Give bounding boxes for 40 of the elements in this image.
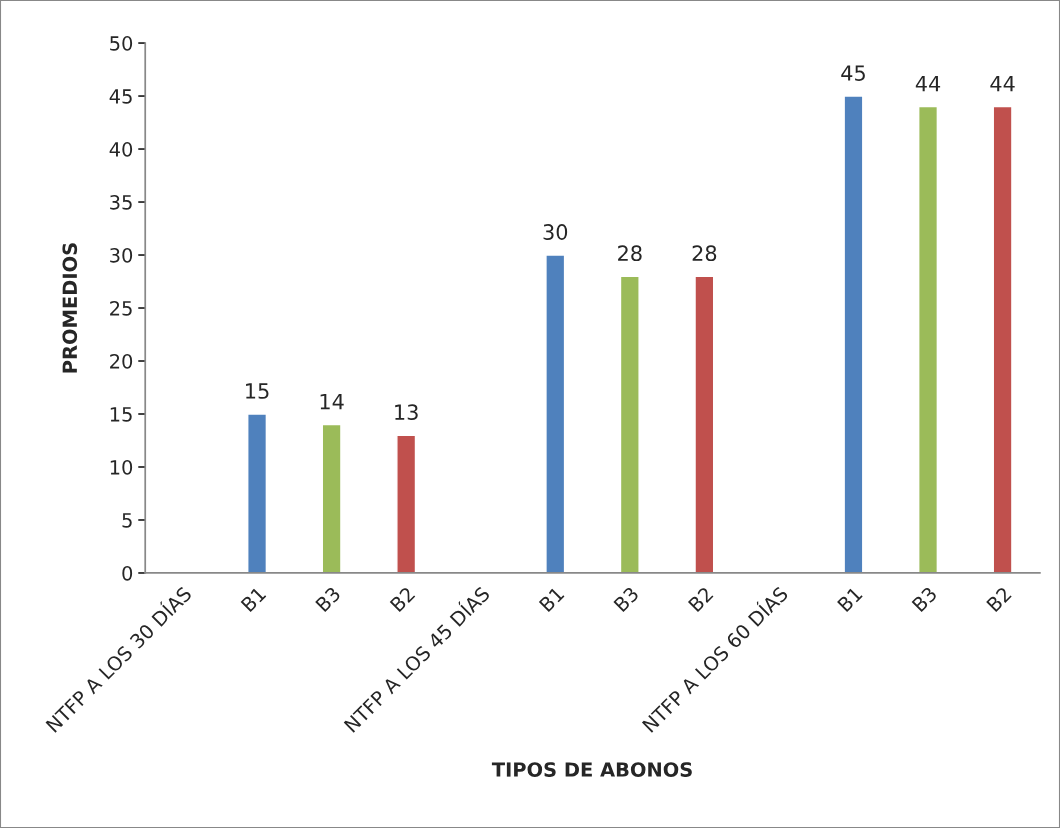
y-tick-label: 45 xyxy=(109,89,132,104)
x-tick-label: B3 xyxy=(911,586,938,613)
y-tick-label: 15 xyxy=(110,407,132,422)
bar xyxy=(619,275,640,573)
data-label: 28 xyxy=(692,245,717,262)
bar xyxy=(843,95,864,573)
y-tick-label: 35 xyxy=(110,194,132,210)
data-label: 28 xyxy=(618,245,642,262)
x-tick-label: B1 xyxy=(837,586,863,613)
data-label: 30 xyxy=(543,224,568,240)
y-tick-label: 50 xyxy=(110,36,133,51)
bar xyxy=(918,105,939,573)
data-label: 44 xyxy=(990,76,1015,92)
x-tick-label: B2 xyxy=(687,586,714,613)
x-tick-label: B2 xyxy=(985,586,1012,613)
bar xyxy=(694,275,715,573)
y-tick-label: 40 xyxy=(109,142,133,157)
bar xyxy=(321,423,342,573)
bar xyxy=(247,413,268,573)
x-tick-label: B1 xyxy=(538,586,565,613)
y-tick-label: 20 xyxy=(110,353,133,369)
y-tick-label: 0 xyxy=(122,565,133,581)
x-tick-label: B2 xyxy=(389,586,416,613)
x-axis-title: TIPOS DE ABONOS xyxy=(491,762,692,777)
data-label: 45 xyxy=(841,65,865,81)
data-label: 13 xyxy=(395,404,418,421)
bar xyxy=(545,254,566,573)
data-label: 14 xyxy=(320,393,344,410)
y-tick-label: 5 xyxy=(122,513,132,528)
data-label: 44 xyxy=(915,76,941,92)
data-label: 15 xyxy=(246,383,269,399)
bar xyxy=(992,105,1013,573)
x-tick-label: B1 xyxy=(240,586,267,613)
y-tick-label: 30 xyxy=(110,247,133,263)
y-axis-title: PROMEDIOS xyxy=(62,243,78,373)
bar xyxy=(396,434,417,573)
y-tick-label: 25 xyxy=(110,300,132,316)
x-tick-label: B3 xyxy=(315,586,342,613)
x-tick-label: B3 xyxy=(613,586,640,613)
y-tick-label: 10 xyxy=(110,459,133,475)
